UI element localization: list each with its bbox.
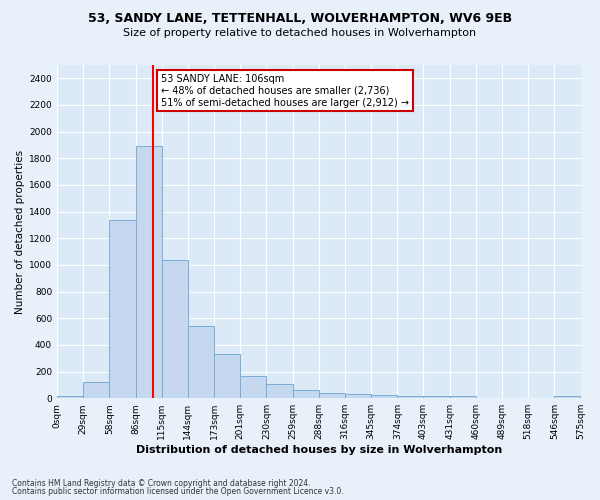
Bar: [83, 382, 109, 398]
X-axis label: Distribution of detached houses by size in Wolverhampton: Distribution of detached houses by size …: [136, 445, 502, 455]
Bar: [136, 146, 162, 398]
Bar: [162, 260, 188, 398]
Bar: [319, 393, 345, 398]
Bar: [266, 384, 293, 398]
Bar: [345, 394, 371, 398]
Bar: [240, 376, 266, 398]
Bar: [57, 396, 83, 398]
Bar: [397, 396, 424, 398]
Bar: [188, 326, 214, 398]
Bar: [214, 354, 240, 398]
Text: 53, SANDY LANE, TETTENHALL, WOLVERHAMPTON, WV6 9EB: 53, SANDY LANE, TETTENHALL, WOLVERHAMPTO…: [88, 12, 512, 26]
Bar: [449, 396, 476, 398]
Bar: [109, 220, 136, 398]
Bar: [293, 390, 319, 398]
Bar: [554, 396, 580, 398]
Y-axis label: Number of detached properties: Number of detached properties: [15, 150, 25, 314]
Text: 53 SANDY LANE: 106sqm
← 48% of detached houses are smaller (2,736)
51% of semi-d: 53 SANDY LANE: 106sqm ← 48% of detached …: [161, 74, 409, 108]
Text: Contains HM Land Registry data © Crown copyright and database right 2024.: Contains HM Land Registry data © Crown c…: [12, 478, 311, 488]
Bar: [424, 396, 449, 398]
Bar: [371, 395, 397, 398]
Text: Contains public sector information licensed under the Open Government Licence v3: Contains public sector information licen…: [12, 488, 344, 496]
Text: Size of property relative to detached houses in Wolverhampton: Size of property relative to detached ho…: [124, 28, 476, 38]
